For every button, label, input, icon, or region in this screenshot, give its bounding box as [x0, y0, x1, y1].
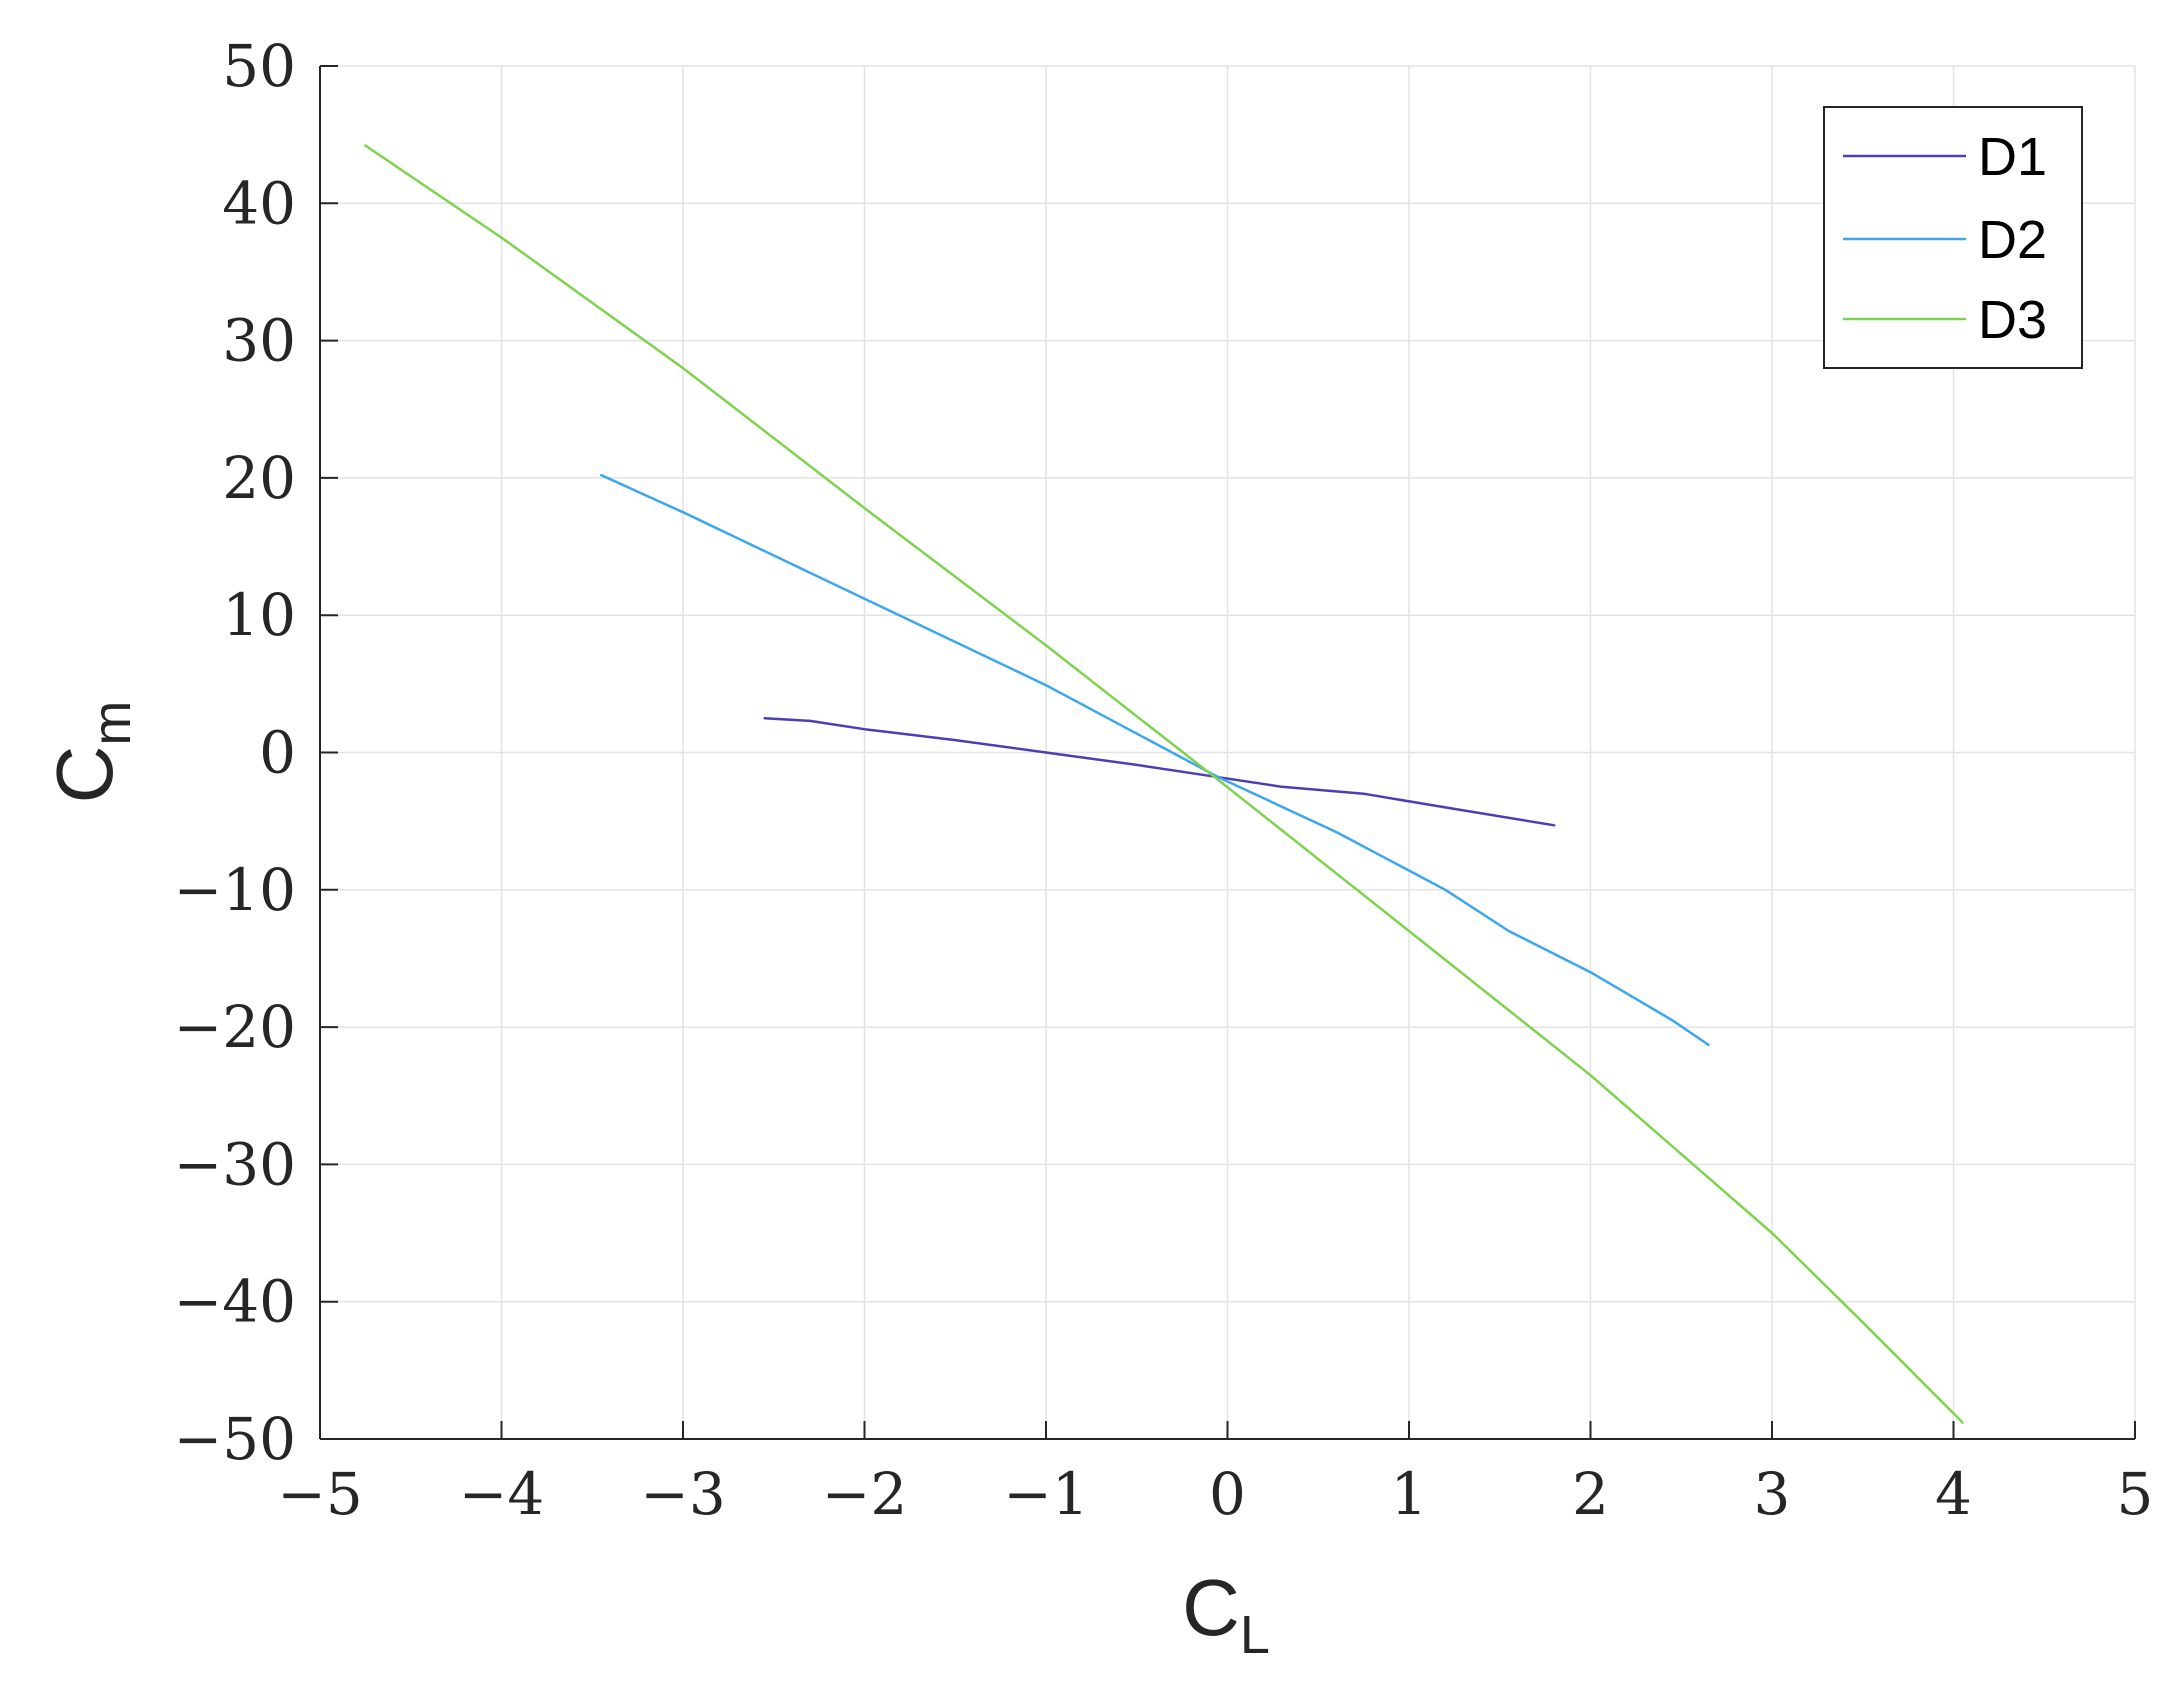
series-line-d1 [763, 716, 1556, 827]
x-tick-label: 2 [1572, 1460, 1609, 1528]
x-tick-label: −1 [1003, 1460, 1089, 1528]
legend-label-d1: D1 [1978, 127, 2047, 187]
x-tick-label: 4 [1935, 1460, 1972, 1528]
y-tick-label: 30 [222, 307, 296, 375]
y-tick-label: 10 [222, 581, 296, 649]
x-tick-label: −2 [822, 1460, 908, 1528]
x-tick-label: −3 [640, 1460, 726, 1528]
series-layer [364, 144, 1964, 1424]
y-tick-label: −40 [174, 1268, 296, 1336]
x-tick-label: 5 [2117, 1460, 2154, 1528]
series-line-d3 [364, 144, 1964, 1424]
y-tick-label: −10 [174, 856, 296, 924]
legend-label-d3: D3 [1978, 290, 2047, 350]
x-tick-label: 0 [1209, 1460, 1246, 1528]
y-tick-label: 50 [222, 32, 296, 100]
x-axis-label: CL [1182, 1563, 1270, 1665]
y-tick-label: −30 [174, 1130, 296, 1198]
y-axis-label: Cm [40, 701, 142, 804]
y-tick-label: 0 [259, 719, 296, 787]
x-tick-label: 1 [1391, 1460, 1428, 1528]
y-tick-label: 40 [222, 169, 296, 237]
legend-box [1823, 106, 2083, 369]
y-tick-label: −50 [174, 1405, 296, 1473]
series-line-d2 [600, 473, 1710, 1047]
x-tick-label: 3 [1754, 1460, 1791, 1528]
legend-label-d2: D2 [1978, 210, 2047, 270]
x-tick-label: −4 [459, 1460, 545, 1528]
y-tick-label: 20 [222, 444, 296, 512]
legend: D1 D2 D3 [1823, 106, 2083, 369]
x-tick-label: −5 [277, 1460, 363, 1528]
y-tick-label: −20 [174, 993, 296, 1061]
ticks: −5 −4 −3 −2 −1 0 1 2 3 4 5−50−40−30−20−10010203040… [174, 32, 2154, 1528]
